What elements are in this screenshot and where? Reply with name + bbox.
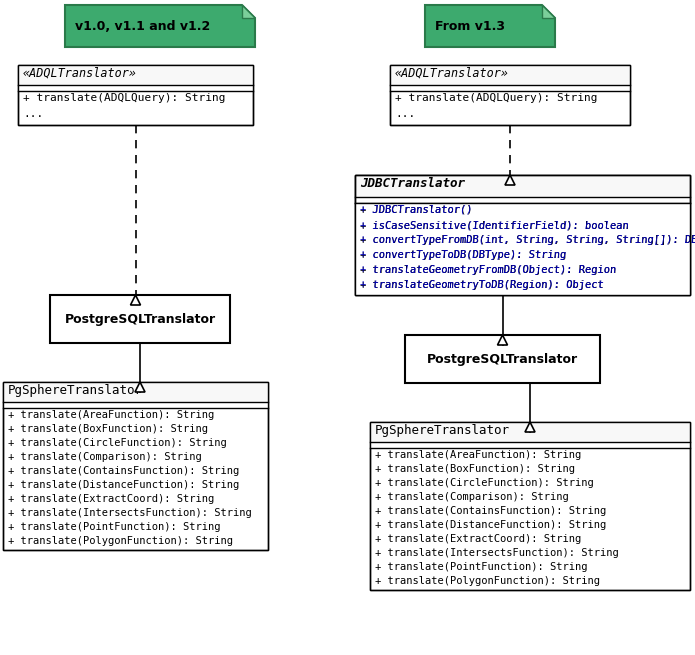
Text: + translate(AreaFunction): String: + translate(AreaFunction): String — [375, 450, 581, 460]
Text: + translate(CircleFunction): String: + translate(CircleFunction): String — [375, 478, 594, 488]
Bar — [18, 65, 253, 85]
Bar — [50, 295, 230, 343]
Text: + translate(CircleFunction): String: + translate(CircleFunction): String — [8, 438, 227, 448]
Text: + translate(BoxFunction): String: + translate(BoxFunction): String — [8, 424, 208, 434]
Bar — [355, 175, 690, 295]
Text: + translate(Comparison): String: + translate(Comparison): String — [375, 492, 569, 502]
Text: «ADQLTranslator»: «ADQLTranslator» — [395, 67, 509, 80]
Polygon shape — [498, 335, 507, 345]
Bar — [370, 422, 690, 590]
Text: + translate(DistanceFunction): String: + translate(DistanceFunction): String — [375, 520, 606, 530]
Bar — [390, 65, 630, 85]
Bar — [370, 442, 690, 448]
Bar — [355, 175, 690, 295]
Polygon shape — [425, 5, 555, 47]
Text: + convertTypeToDB(DBType): String: + convertTypeToDB(DBType): String — [360, 250, 566, 260]
Text: + translate(DistanceFunction): String: + translate(DistanceFunction): String — [8, 480, 239, 490]
Text: PostgreSQLTranslator: PostgreSQLTranslator — [65, 312, 215, 326]
Text: + translateGeometryFromDB(Object): Region: + translateGeometryFromDB(Object): Regio… — [360, 265, 616, 275]
Text: + isCaseSensitive(IdentifierField): boolean: + isCaseSensitive(IdentifierField): bool… — [360, 220, 629, 230]
Text: + translate(Comparison): String: + translate(Comparison): String — [8, 452, 202, 462]
Text: + translate(IntersectsFunction): String: + translate(IntersectsFunction): String — [375, 548, 619, 558]
Text: PgSphereTranslator: PgSphereTranslator — [8, 384, 143, 397]
Polygon shape — [65, 5, 255, 47]
Text: v1.0, v1.1 and v1.2: v1.0, v1.1 and v1.2 — [75, 20, 211, 33]
Text: + convertTypeToDB(DBType): String: + convertTypeToDB(DBType): String — [360, 250, 566, 260]
Text: + translateGeometryToDB(Region): Object: + translateGeometryToDB(Region): Object — [360, 280, 604, 290]
Text: + translate(IntersectsFunction): String: + translate(IntersectsFunction): String — [8, 508, 252, 518]
Bar — [355, 197, 690, 203]
Bar — [3, 402, 268, 408]
Text: + translate(ADQLQuery): String: + translate(ADQLQuery): String — [23, 93, 225, 103]
Text: ...: ... — [395, 109, 415, 119]
Bar — [3, 382, 268, 402]
Polygon shape — [505, 175, 515, 185]
Bar — [18, 65, 253, 125]
Text: From v1.3: From v1.3 — [435, 20, 505, 33]
Text: + JDBCTranslator(): + JDBCTranslator() — [360, 205, 473, 215]
Bar — [405, 335, 600, 383]
Text: JDBCTranslator: JDBCTranslator — [360, 177, 465, 190]
Bar — [390, 65, 630, 125]
Bar — [3, 382, 268, 550]
Bar — [355, 203, 690, 295]
Text: + translateGeometryToDB(Region): Object: + translateGeometryToDB(Region): Object — [360, 280, 604, 290]
Text: + translate(BoxFunction): String: + translate(BoxFunction): String — [375, 464, 575, 474]
Text: + translate(PointFunction): String: + translate(PointFunction): String — [375, 562, 587, 572]
Bar — [390, 65, 630, 125]
Bar — [18, 65, 253, 125]
Text: + translate(ContainsFunction): String: + translate(ContainsFunction): String — [375, 506, 606, 516]
Text: + translate(ExtractCoord): String: + translate(ExtractCoord): String — [375, 534, 581, 544]
Bar — [390, 85, 630, 91]
Polygon shape — [525, 422, 535, 432]
Polygon shape — [242, 5, 255, 18]
Text: + translate(PolygonFunction): String: + translate(PolygonFunction): String — [375, 576, 600, 586]
Text: + convertTypeFromDB(int, String, String, String[]): DBType: + convertTypeFromDB(int, String, String,… — [360, 235, 695, 245]
Polygon shape — [131, 295, 140, 305]
Polygon shape — [542, 5, 555, 18]
Text: + translate(ExtractCoord): String: + translate(ExtractCoord): String — [8, 494, 214, 504]
Text: + translate(PointFunction): String: + translate(PointFunction): String — [8, 522, 220, 532]
Text: + translate(ADQLQuery): String: + translate(ADQLQuery): String — [395, 93, 598, 103]
Bar — [355, 175, 690, 197]
Polygon shape — [135, 382, 145, 392]
Text: + translate(ContainsFunction): String: + translate(ContainsFunction): String — [8, 466, 239, 476]
Bar — [370, 422, 690, 442]
Text: + translateGeometryFromDB(Object): Region: + translateGeometryFromDB(Object): Regio… — [360, 265, 616, 275]
Text: + JDBCTranslator(): + JDBCTranslator() — [360, 205, 473, 215]
Text: + translate(PolygonFunction): String: + translate(PolygonFunction): String — [8, 536, 233, 546]
Bar — [3, 382, 268, 550]
Text: «ADQLTranslator»: «ADQLTranslator» — [23, 67, 137, 80]
Text: + translate(AreaFunction): String: + translate(AreaFunction): String — [8, 410, 214, 420]
Text: + convertTypeFromDB(int, String, String, String[]): DBType: + convertTypeFromDB(int, String, String,… — [360, 235, 695, 245]
Bar — [355, 175, 690, 295]
Text: ...: ... — [23, 109, 43, 119]
Text: PostgreSQLTranslator: PostgreSQLTranslator — [427, 352, 578, 365]
Text: PgSphereTranslator: PgSphereTranslator — [375, 424, 510, 437]
Text: + isCaseSensitive(IdentifierField): boolean: + isCaseSensitive(IdentifierField): bool… — [360, 220, 629, 230]
Bar — [370, 422, 690, 590]
Bar — [18, 85, 253, 91]
